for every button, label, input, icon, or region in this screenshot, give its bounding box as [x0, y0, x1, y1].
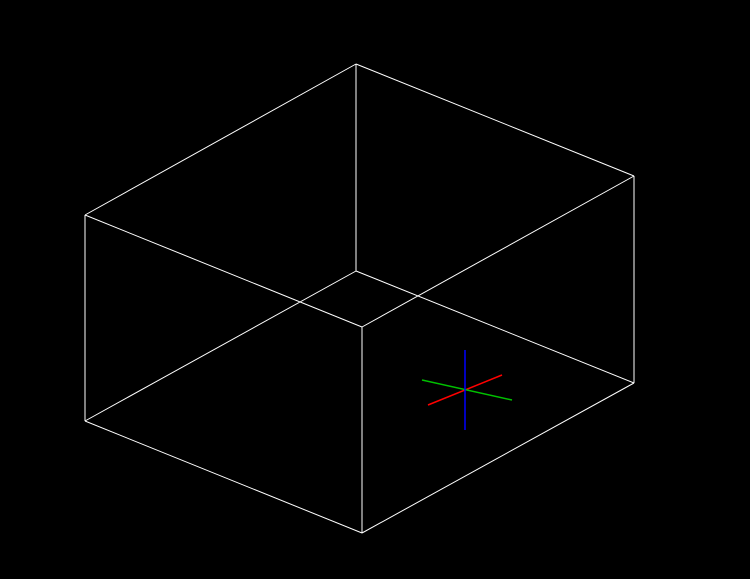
- axis-gizmo: [422, 350, 512, 430]
- wireframe-cuboid: [85, 64, 634, 533]
- cuboid-edge-top_right-top_front: [362, 176, 634, 327]
- cuboid-edge-top_left-top_back: [85, 64, 356, 215]
- cuboid-edge-bottom_right-bottom_front: [362, 383, 634, 533]
- cuboid-edge-top_back-top_right: [356, 64, 634, 176]
- cuboid-edge-top_front-top_left: [85, 215, 362, 327]
- cuboid-edge-bottom_front-bottom_left: [85, 421, 362, 533]
- viewport-3d[interactable]: [0, 0, 750, 579]
- axis-y-line: [422, 380, 512, 400]
- cuboid-edge-bottom_back-bottom_right: [356, 271, 634, 383]
- cuboid-edge-bottom_left-bottom_back: [85, 271, 356, 421]
